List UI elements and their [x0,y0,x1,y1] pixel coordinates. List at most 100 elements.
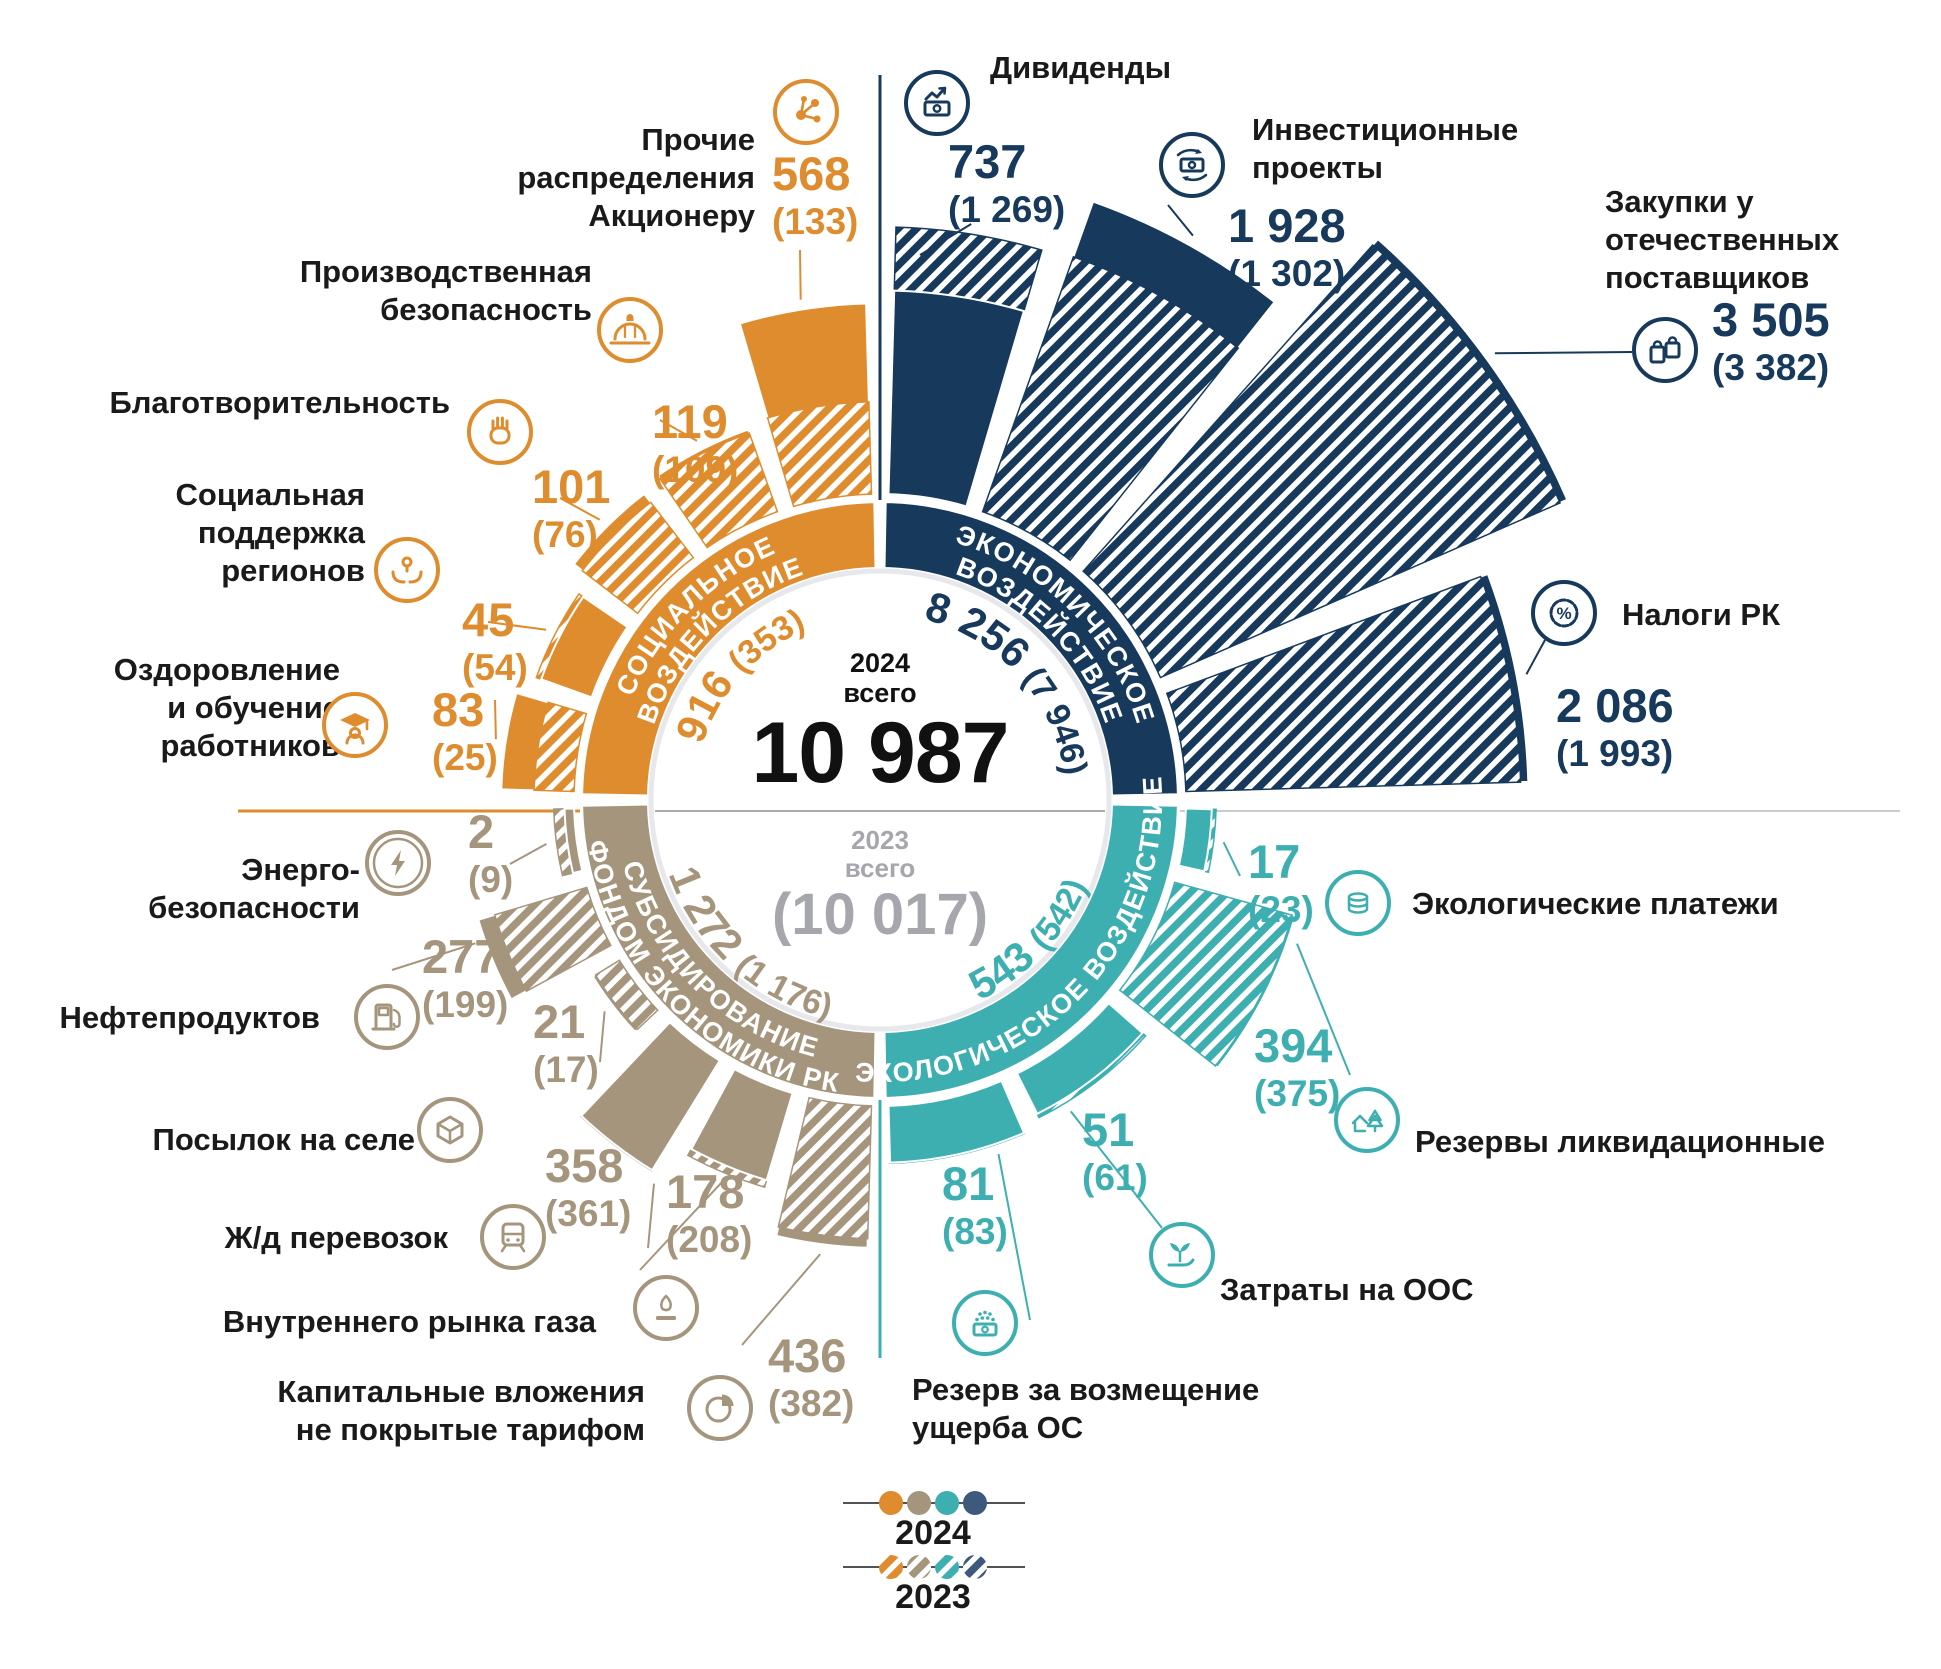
wedge-domestic-procurement [1081,237,1569,679]
legend-dot-2024 [935,1491,959,1515]
item-liquidation-reserves: Резервы ликвидационные 394(375) [1254,1019,1825,1159]
center-year-current: 2024 [849,648,911,678]
item-rail-transport: Ж/д перевозок 358(361) [224,1139,631,1270]
value-other-distributions-2024: 568 [772,147,850,200]
value-liquidation-reserves-2024: 394 [1254,1019,1332,1072]
callout-environment-costs [1070,1110,1163,1229]
graduate-icon [322,692,388,758]
wedge-capex-not-covered [774,1096,873,1249]
center-total-previous: (10 017) [771,882,989,947]
value-charity-2024: 101 [532,460,610,513]
label-production-safety: Производственная [300,254,592,289]
item-domestic-gas-market: Внутреннего рынка газа 178(208) [223,1165,752,1341]
hand-stop-icon [467,399,533,465]
gas-flame-icon [633,1275,699,1341]
center-total-current: 10 987 [751,705,1009,801]
label-rural-parcels: Посылок на селе [153,1122,415,1157]
callout-other-distributions [799,249,802,300]
callout-taxes-rk [1525,639,1546,675]
label-damage-reserve: Резерв за возмещение [912,1372,1259,1407]
wedge-charity [572,492,695,615]
money-chart-icon [904,70,970,136]
label-other-distributions: Прочие [641,122,755,157]
label-liquidation-reserves: Резервы ликвидационные [1415,1124,1825,1159]
value-taxes-rk-2023: (1 993) [1556,733,1673,774]
lightning-icon [365,830,431,896]
share-network-icon [773,79,839,145]
label-regional-support: регионов [221,553,365,588]
callout-liquidation-reserves [1296,943,1351,1076]
money-exchange-icon [1159,132,1225,198]
wedge-rail-transport [579,1020,722,1172]
value-capex-not-covered-2023: (382) [768,1383,854,1424]
value-liquidation-reserves-2023: (375) [1254,1073,1340,1114]
item-oil-products: Нефтепродуктов 277(199) [59,930,508,1050]
package-box-icon [417,1097,483,1163]
wedge-dividends [887,226,1043,508]
value-domestic-procurement-2024: 3 505 [1712,293,1830,346]
label-damage-reserve: ущерба ОС [912,1410,1083,1445]
value-investment-projects-2023: (1 302) [1228,253,1345,294]
label-energy-security: Энерго- [241,852,360,887]
label-oil-products: Нефтепродуктов [59,1000,320,1035]
wedge-taxes-rk [1165,572,1530,793]
coins-icon [1325,870,1391,936]
label-capex-not-covered: не покрытые тарифом [296,1412,645,1447]
label-health-education: и обучение [167,690,340,725]
callout-rail-transport [647,1183,655,1249]
shopping-bags-icon [1632,317,1698,383]
wedge-other-distributions [738,302,873,508]
fuel-pump-icon [354,984,420,1050]
center-circle [648,568,1112,1032]
label-regional-support: поддержка [198,515,366,550]
callout-health-education [494,699,497,740]
label-domestic-procurement: поставщиков [1605,260,1809,295]
label-other-distributions: Акционеру [588,198,755,233]
hands-care-icon [374,537,440,603]
center-year-previous: 2023 [851,825,909,855]
legend-year-2024: 2024 [895,1514,971,1552]
legend-dot-2023 [907,1555,931,1579]
label-domestic-gas-market: Внутреннего рынка газа [223,1304,597,1339]
value-oil-products-2024: 277 [422,930,500,983]
value-energy-security-2024: 2 [468,805,494,858]
wedge-production-safety [656,428,779,549]
wedge-eco-payments [1177,807,1217,874]
label-taxes-rk: Налоги РК [1622,597,1780,632]
train-icon [480,1204,546,1270]
label-investment-projects: проекты [1252,150,1383,185]
center-label-previous: всего [844,853,916,883]
callout-investment-projects [1167,204,1194,237]
callout-domestic-gas-market [639,1181,723,1271]
house-tree-icon [1334,1087,1400,1153]
hardhat-icon [597,297,663,363]
callout-capex-not-covered [741,1253,821,1346]
value-health-education-2023: (25) [432,737,498,778]
label-environment-costs: Затраты на ООС [1220,1272,1473,1307]
value-investment-projects-2024: 1 928 [1228,199,1346,252]
value-domestic-gas-market-2023: (208) [666,1219,752,1260]
label-charity: Благотворительность [109,385,450,420]
label-investment-projects: Инвестиционные [1252,112,1518,147]
value-rural-parcels-2024: 21 [533,995,585,1048]
callout-damage-reserve [997,1153,1031,1321]
value-regional-support-2024: 45 [462,593,514,646]
callout-charity [559,497,601,521]
value-damage-reserve-2024: 81 [942,1157,994,1210]
value-charity-2023: (76) [532,514,598,555]
value-regional-support-2023: (54) [462,647,528,688]
value-production-safety-2024: 119 [652,395,728,448]
legend-year-2023: 2023 [895,1578,971,1616]
value-damage-reserve-2023: (83) [942,1211,1008,1252]
legend-dot-2024 [907,1491,931,1515]
wedge-liquidation-reserves [1118,881,1297,1070]
legend-dot-2023 [963,1555,987,1579]
center-label-current: всего [843,678,917,708]
